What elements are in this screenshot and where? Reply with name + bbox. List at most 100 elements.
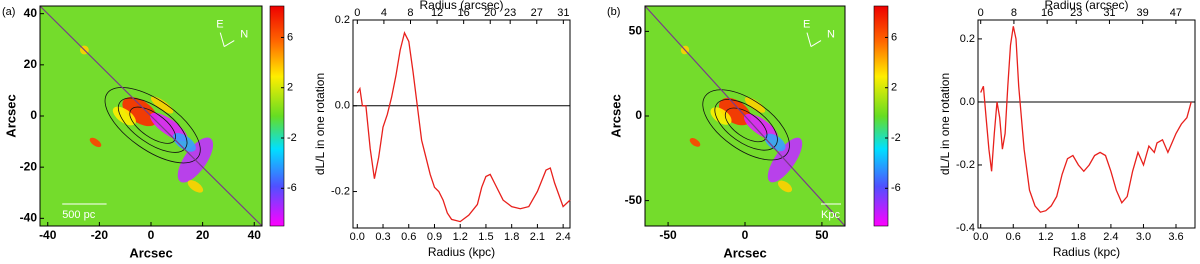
y-axis-label: Arcsec [608, 94, 623, 137]
x-tick-label: 50 [815, 228, 829, 242]
x2-tick-label: 0 [354, 7, 360, 19]
x2-tick-label: 31 [1103, 7, 1115, 19]
x-tick-label: 0.6 [1006, 231, 1021, 243]
x-tick-label: -50 [659, 228, 677, 242]
y-tick-label: -0.2 [956, 159, 975, 171]
x2-tick-label: 20 [484, 7, 496, 19]
colorbar-tick-label: 6 [287, 31, 293, 43]
x2-tick-label: 0 [978, 7, 984, 19]
x-axis-label: Radius (kpc) [428, 245, 495, 259]
map-feature [744, 113, 778, 141]
annotation: N [240, 29, 248, 41]
colorbar-tick-label: 6 [891, 31, 897, 43]
x-tick-label: 3.0 [1136, 231, 1151, 243]
colorbar-tick-label: 2 [891, 82, 897, 94]
x-tick-label: 0.0 [973, 231, 988, 243]
colorbar-tick-label: -2 [287, 132, 297, 144]
contour [714, 99, 778, 151]
map-feature [122, 97, 158, 127]
x-tick-label: 0.0 [350, 231, 365, 243]
map-feature [777, 180, 793, 193]
x2-tick-label: 16 [1041, 7, 1053, 19]
x-tick-label: 20 [196, 228, 210, 242]
x-tick-label: 0.6 [401, 231, 416, 243]
y-axis-label: Arcsec [3, 94, 18, 137]
contour [129, 106, 176, 144]
x2-tick-label: 4 [381, 7, 387, 19]
y-tick-label: 0.0 [960, 96, 975, 108]
x-tick-label: -20 [91, 228, 109, 242]
x-tick-label: 3.6 [1168, 231, 1183, 243]
x2-tick-label: 23 [1070, 7, 1082, 19]
x-axis-label: Arcsec [723, 245, 766, 260]
map-feature [689, 138, 701, 147]
x-tick-label: 0.3 [375, 231, 390, 243]
x-tick-label: 1.5 [478, 231, 493, 243]
x2-axis-label: Radius (arcsec) [419, 0, 503, 12]
y-tick-label: 0 [30, 108, 37, 122]
annotation: 500 pc [62, 209, 96, 221]
x2-tick-label: 16 [458, 7, 470, 19]
x-tick-label: 0.9 [427, 231, 442, 243]
y-tick-label: 0 [635, 108, 642, 122]
x-tick-label: 1.2 [1038, 231, 1053, 243]
annotation: E [803, 19, 810, 31]
y-tick-label: -40 [20, 210, 38, 224]
x2-tick-label: 27 [531, 7, 543, 19]
x2-tick-label: 8 [1011, 7, 1017, 19]
x-tick-label: 2.1 [530, 231, 545, 243]
data-line [980, 26, 1192, 213]
axis-line-diagonal [644, 5, 846, 227]
colorbar-tick-label: -6 [891, 182, 901, 194]
x-tick-label: 40 [248, 228, 262, 242]
map-feature [764, 133, 786, 152]
colorbar [873, 5, 889, 227]
y-axis-label: dL/L in one rotation [938, 73, 952, 175]
x2-tick-label: 39 [1137, 7, 1149, 19]
map-feature [744, 97, 766, 113]
map-feature [150, 96, 174, 114]
panel-label: (b) [607, 6, 620, 18]
map-feature [89, 137, 102, 148]
compass-arrow [224, 40, 235, 48]
x-tick-label: 0 [148, 228, 155, 242]
x-tick-label: 1.2 [453, 231, 468, 243]
y-tick-label: -50 [625, 193, 643, 207]
contour [117, 97, 188, 153]
x-tick-label: 0 [742, 228, 749, 242]
map-feature [172, 133, 196, 152]
colorbar [269, 5, 285, 227]
x-axis-label: Radius (kpc) [1053, 245, 1120, 259]
x-tick-label: 2.4 [1103, 231, 1118, 243]
frame [977, 19, 1196, 229]
y-tick-label: 0.0 [335, 100, 350, 112]
map-image [644, 5, 846, 227]
colorbar-tick-label: 2 [287, 82, 293, 94]
x2-axis-label: Radius (arcsec) [1044, 0, 1128, 12]
colorbar-tick-label: -6 [287, 182, 297, 194]
compass-arrow [810, 40, 822, 48]
x-tick-label: 2.4 [555, 231, 570, 243]
annotation: Kpc [821, 209, 840, 221]
x2-tick-label: 31 [557, 7, 569, 19]
x-axis-label: Arcsec [129, 245, 172, 260]
frame [352, 19, 571, 229]
annotation: E [216, 19, 223, 31]
colorbar-tick-label: -2 [891, 132, 901, 144]
contour [104, 87, 201, 164]
y-tick-label: 0.2 [960, 33, 975, 45]
x2-tick-label: 47 [1170, 7, 1182, 19]
y-axis-label: dL/L in one rotation [313, 73, 327, 175]
y-tick-label: 20 [24, 57, 38, 71]
y-tick-label: 50 [629, 24, 643, 38]
y-tick-label: 40 [24, 6, 38, 20]
x-tick-label: -40 [39, 228, 57, 242]
x2-tick-label: 8 [407, 7, 413, 19]
x2-tick-label: 23 [504, 7, 516, 19]
contour [702, 89, 790, 161]
y-tick-label: 0.2 [335, 14, 350, 26]
annotation: N [827, 29, 835, 41]
compass-arrow [219, 32, 225, 47]
y-tick-label: -0.4 [956, 222, 975, 234]
y-tick-label: -20 [20, 159, 38, 173]
